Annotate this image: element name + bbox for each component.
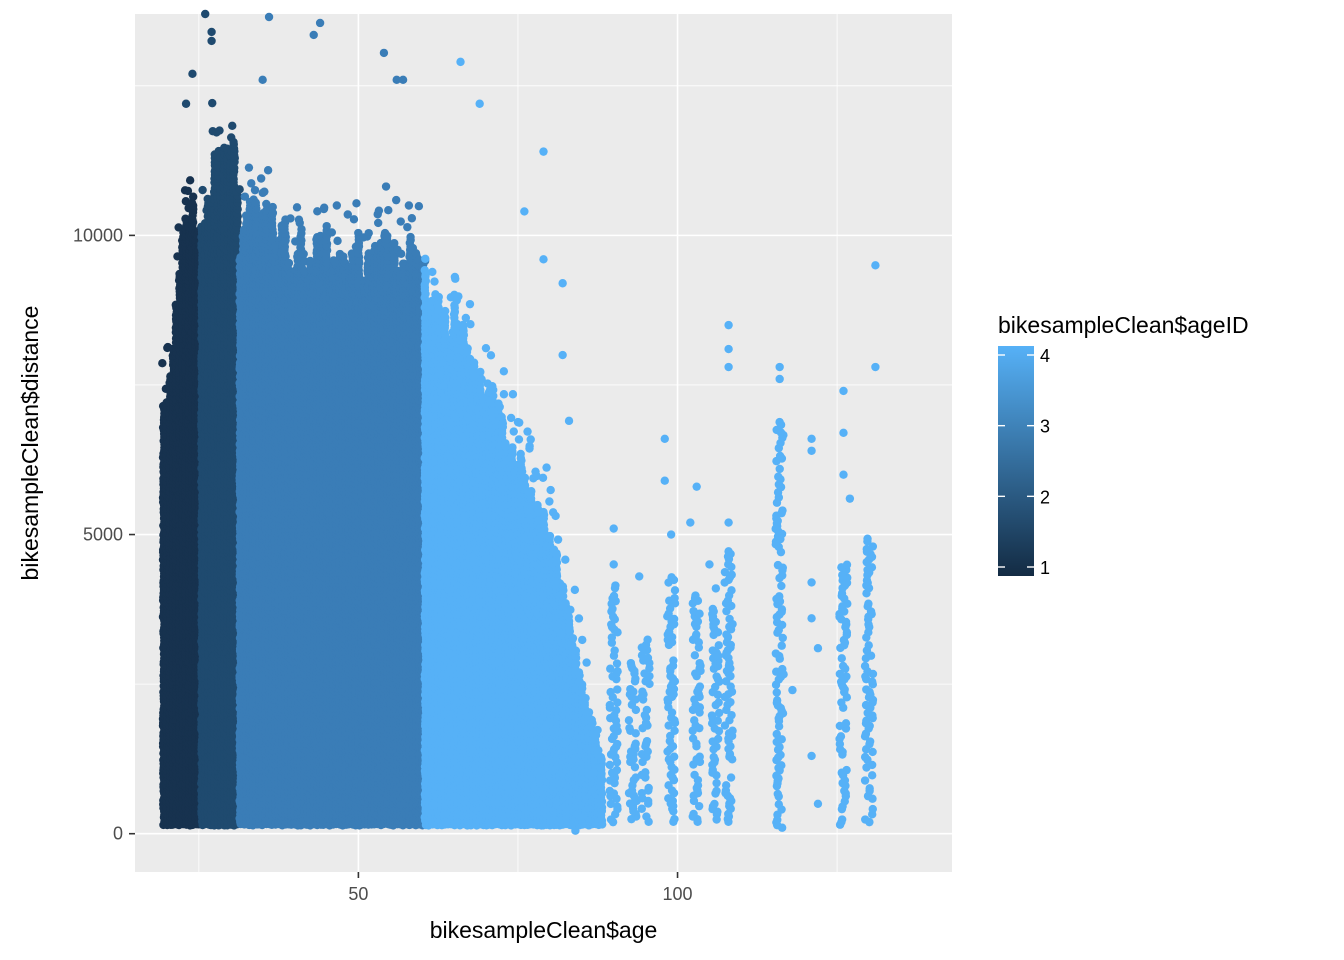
data-point-ageid-2: [198, 185, 207, 195]
data-point-ageid-2: [215, 126, 224, 135]
data-point-ageid-2: [235, 185, 244, 194]
data-point-ageid-2: [229, 137, 238, 147]
data-point-ageid-2: [228, 121, 237, 130]
data-point-ageid-3: [244, 163, 254, 172]
data-points: [158, 9, 880, 835]
data-point-ageid-1: [185, 176, 195, 185]
data-point-ageid-1: [188, 192, 198, 201]
data-point-ageid-2: [208, 98, 217, 108]
data-point-ageid-1: [158, 358, 167, 368]
